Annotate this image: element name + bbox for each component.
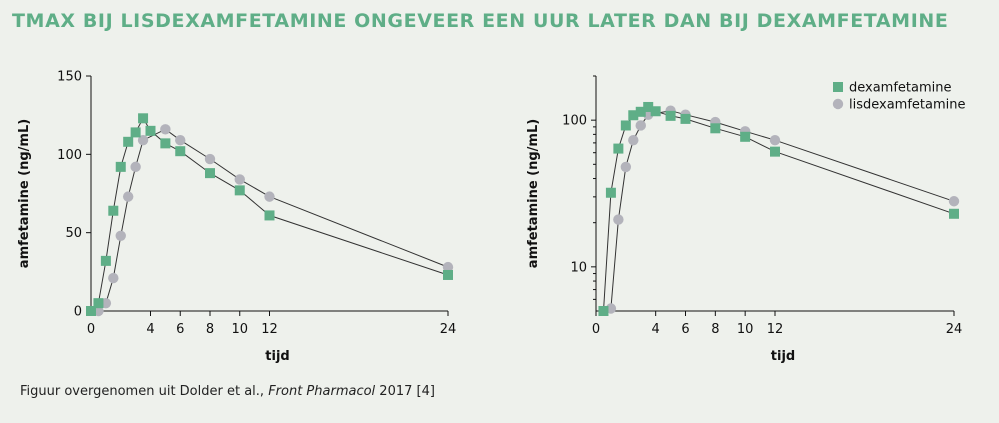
x-tick-label: 6 <box>176 322 184 337</box>
page-title: TMAX BIJ LISDEXAMFETAMINE ONGEVEER EEN U… <box>12 10 949 32</box>
x-tick-label: 10 <box>231 322 248 337</box>
data-point-dexamfetamine <box>264 210 275 221</box>
y-tick-label: 150 <box>57 70 82 85</box>
data-point-dexamfetamine <box>443 269 453 280</box>
data-point-lisdexamfetamine <box>108 272 119 284</box>
x-tick-label: 8 <box>206 322 214 337</box>
data-point-dexamfetamine <box>115 161 126 172</box>
caption-prefix: Figuur overgenomen uit Dolder et al., <box>20 384 269 399</box>
data-point-lisdexamfetamine <box>137 135 149 146</box>
y-tick-label: 50 <box>65 226 82 241</box>
figure-caption: Figuur overgenomen uit Dolder et al., Fr… <box>20 384 435 399</box>
data-point-lisdexamfetamine <box>442 261 454 273</box>
data-point-dexamfetamine <box>100 255 111 266</box>
data-point-lisdexamfetamine <box>264 191 275 202</box>
data-point-lisdexamfetamine <box>115 230 126 241</box>
data-point-lisdexamfetamine <box>175 135 186 146</box>
data-point-dexamfetamine <box>93 298 104 309</box>
caption-suffix: 2017 [4] <box>375 384 435 399</box>
y-tick-label: 0 <box>74 305 82 320</box>
x-tick-label: 4 <box>146 322 154 337</box>
data-point-lisdexamfetamine <box>130 161 141 173</box>
y-axis-label: amfetamine (ng/mL) <box>17 119 32 268</box>
x-tick-label: 0 <box>87 322 95 337</box>
data-point-dexamfetamine <box>175 146 186 157</box>
data-point-dexamfetamine <box>234 185 245 196</box>
data-point-dexamfetamine <box>86 306 96 316</box>
data-point-lisdexamfetamine <box>204 153 216 165</box>
data-point-dexamfetamine <box>108 205 119 216</box>
caption-journal: Front Pharmacol <box>268 384 376 399</box>
x-tick-label: 12 <box>261 322 278 337</box>
y-tick-label: 100 <box>57 148 82 163</box>
x-tick-label: 24 <box>440 322 457 337</box>
data-point-dexamfetamine <box>145 125 156 136</box>
data-point-dexamfetamine <box>123 136 134 147</box>
data-point-dexamfetamine <box>130 127 141 138</box>
data-point-lisdexamfetamine <box>122 191 134 202</box>
data-point-lisdexamfetamine <box>234 174 245 185</box>
data-point-dexamfetamine <box>160 138 171 149</box>
data-point-dexamfetamine <box>205 168 215 179</box>
x-axis-label: tijd <box>265 349 289 364</box>
data-point-dexamfetamine <box>138 113 149 124</box>
data-point-lisdexamfetamine <box>160 124 171 135</box>
